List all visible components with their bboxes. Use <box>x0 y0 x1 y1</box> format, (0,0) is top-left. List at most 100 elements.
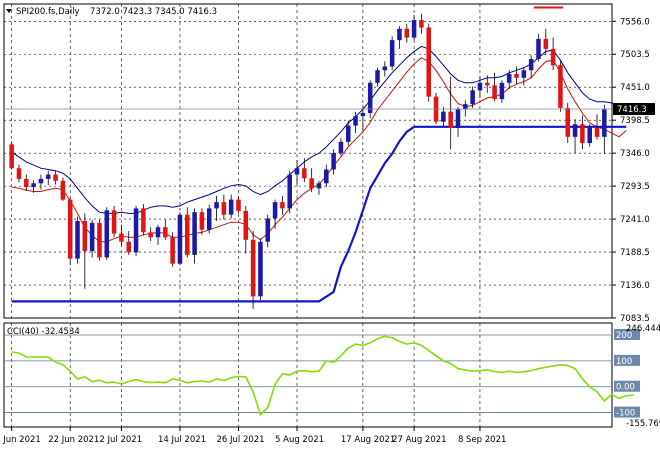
candle-body <box>404 28 410 38</box>
candle-body <box>375 70 380 83</box>
candle-body <box>382 66 388 71</box>
candle-body <box>594 128 600 137</box>
current-price-box <box>613 103 655 116</box>
candle-body <box>389 40 395 67</box>
candle-body <box>258 241 263 297</box>
candle-body <box>265 218 271 242</box>
candle-body <box>419 20 424 28</box>
price-tick-label: 7398.5 <box>620 116 650 126</box>
candle-body <box>499 82 505 100</box>
candle-body <box>155 227 161 238</box>
price-tick-label: 7556.0 <box>620 17 650 27</box>
candle-body <box>536 38 541 59</box>
candle-body <box>82 220 88 252</box>
candle-body <box>463 104 468 110</box>
price-panel-frame <box>3 3 613 319</box>
candle-body <box>170 237 175 264</box>
cci-level-label: 0.00 <box>616 383 635 393</box>
candle-body <box>316 183 322 189</box>
candle-body <box>397 28 402 41</box>
cci-scale-label: -155.769 <box>626 419 660 429</box>
trailing-stop-line <box>11 125 627 303</box>
time-tick-label: 27 Aug 2021 <box>392 435 446 445</box>
dropdown-triangle-icon[interactable] <box>6 9 12 13</box>
cci-panel-frame <box>3 322 613 428</box>
cci-level-label: 100 <box>616 357 632 367</box>
candle-body <box>148 232 153 238</box>
candle-body <box>221 202 227 215</box>
cci-label: CCI(40) -32.4534 <box>7 327 80 337</box>
price-tick-label: 7293.5 <box>620 182 650 192</box>
price-tick-label: 7083.5 <box>620 314 650 324</box>
candle-body <box>9 144 14 169</box>
candle-body <box>565 107 571 137</box>
candle-body <box>75 220 80 259</box>
candle-body <box>543 38 549 49</box>
candle-body <box>163 227 168 238</box>
candle-body <box>133 208 139 253</box>
price-tick-label: 7241.0 <box>620 215 650 225</box>
candle-body <box>287 174 292 209</box>
time-tick-label: 11 Jun 2021 <box>0 435 41 445</box>
candle-body <box>294 168 300 175</box>
candle-body <box>119 233 124 242</box>
candle-body <box>53 174 58 181</box>
candle-body <box>89 222 95 252</box>
candle-body <box>60 180 66 200</box>
candle-body <box>455 109 461 129</box>
candle-body <box>16 168 22 179</box>
candle-body <box>338 141 344 154</box>
candle-body <box>206 208 212 230</box>
cci-level-box <box>614 354 640 366</box>
time-tick-label: 22 Jun 2021 <box>48 435 99 445</box>
price-tick-label: 7136.0 <box>620 281 650 291</box>
cci-level-label: -100 <box>616 409 635 419</box>
candle-body <box>243 210 249 240</box>
cci-series-line <box>11 335 634 417</box>
price-tick-label: 7346.0 <box>620 149 650 159</box>
candle-body <box>580 124 585 144</box>
price-tick-label: 7503.5 <box>620 50 650 60</box>
cci-level-box <box>614 406 640 418</box>
time-tick-label: 14 Jul 2021 <box>158 435 206 445</box>
time-tick-label: 26 Jul 2021 <box>216 435 264 445</box>
candle-body <box>141 208 146 233</box>
header-info: SPI200.fs,Daily 7372.0 7423.3 7345.0 741… <box>6 7 217 17</box>
symbol-label: SPI200.fs,Daily <box>16 7 80 17</box>
candle-body <box>228 199 234 215</box>
candle-body <box>104 210 110 258</box>
candle-body <box>31 183 36 188</box>
candle-body <box>602 109 607 137</box>
cci-scale-label: 246.4442 <box>626 324 660 334</box>
candle-body <box>485 82 490 86</box>
candle-body <box>470 90 475 105</box>
candle-body <box>214 202 219 209</box>
candle-body <box>521 70 527 78</box>
candle-body <box>477 82 483 91</box>
candle-body <box>324 169 329 184</box>
candle-body <box>38 178 44 184</box>
candle-body <box>236 199 241 211</box>
candle-body <box>250 239 256 297</box>
ma-fast-series <box>11 57 627 243</box>
time-tick-label: 17 Aug 2021 <box>341 435 395 445</box>
candle-body <box>177 214 183 264</box>
ohlc-values: 7372.0 7423.3 7345.0 7416.3 <box>90 7 217 17</box>
time-tick-label: 8 Sep 2021 <box>458 435 506 445</box>
candle-body <box>309 178 314 189</box>
candle-body <box>492 85 497 100</box>
candle-body <box>302 168 307 179</box>
candle-body <box>345 125 351 142</box>
candle-body <box>528 58 534 71</box>
candle-body <box>199 212 205 230</box>
time-tick-label: 2 Jul 2021 <box>99 435 142 445</box>
candle-body <box>550 48 556 66</box>
candle-body <box>272 202 278 219</box>
candle-body <box>185 214 190 255</box>
candle-body <box>280 202 285 209</box>
candle-body <box>353 116 358 126</box>
candle-body <box>126 241 131 253</box>
candle-body <box>558 65 563 108</box>
